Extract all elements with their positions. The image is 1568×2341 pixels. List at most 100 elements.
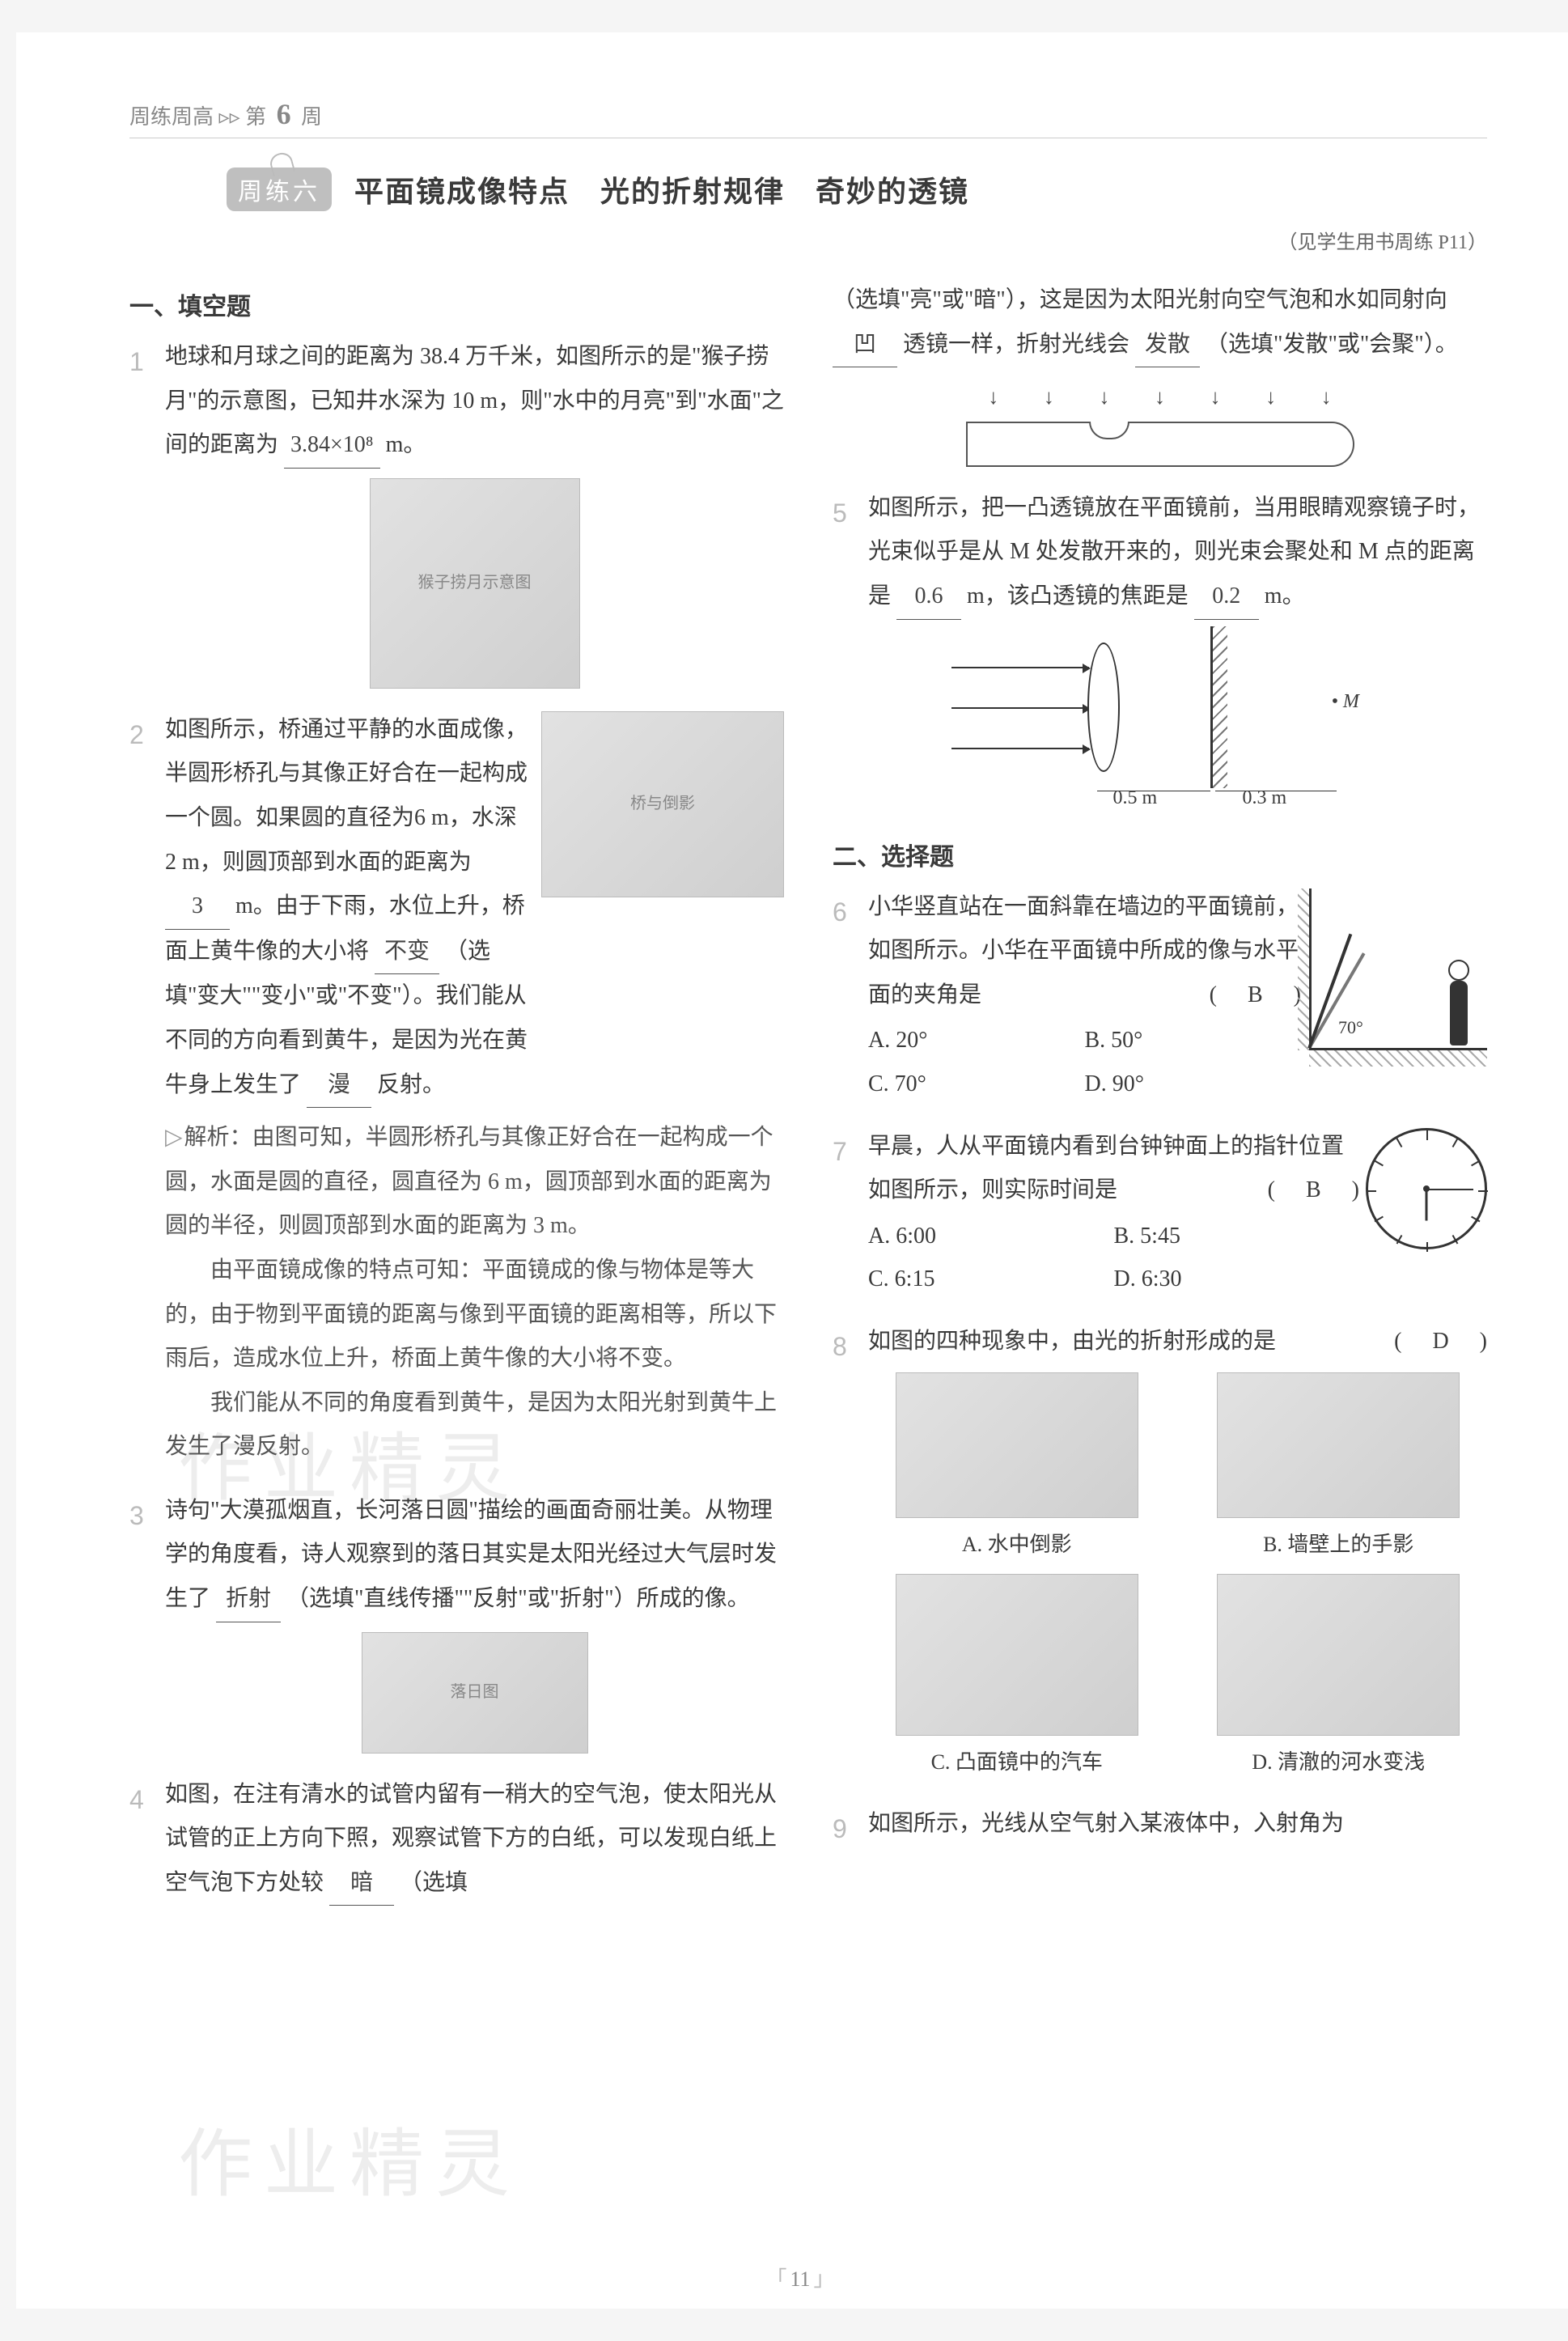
q8-item-b: B. 墙壁上的手影: [1190, 1372, 1488, 1566]
question-5: 5 如图所示，把一凸透镜放在平面镜前，当用眼睛观察镜子时，光束似乎是从 M 处发…: [833, 486, 1487, 788]
q1-figure: 猴子捞月示意图: [370, 478, 580, 689]
question-number: 1: [129, 337, 144, 387]
distance-2-label: 0.3 m: [1243, 779, 1287, 817]
air-bubble: [1089, 422, 1129, 439]
question-8: 8 如图的四种现象中，由光的折射形成的是 ( D ) A. 水中倒影 B. 墙壁…: [833, 1320, 1487, 1783]
q4-answer-2: 凹: [833, 323, 897, 368]
question-1: 1 地球和月球之间的距离为 38.4 万千米，如图所示的是"猴子捞月"的示意图，…: [129, 335, 784, 689]
q5-answer-2: 0.2: [1194, 575, 1259, 620]
unit-title: 平面镜成像特点 光的折射规律 奇妙的透镜: [354, 168, 969, 210]
q2-answer-1: 3: [165, 884, 230, 930]
prefix: 第: [245, 105, 266, 129]
q3-figure: 落日图: [362, 1632, 588, 1754]
week-number: 6: [272, 98, 296, 130]
q2-answer-2: 不变: [375, 930, 439, 975]
question-6: 6 70° 小华竖直站在一面斜靠在墙边的平面镜前，如图所示。小华在平面镜中所成的…: [833, 885, 1487, 1105]
q2-text-4: 反射。: [377, 1072, 445, 1097]
q3-text-2: （选填"直线传播""反射"或"折射"）所成的像。: [286, 1586, 750, 1611]
arrow-down-icon: ↓: [1099, 377, 1109, 418]
angle-label: 70°: [1338, 1011, 1363, 1045]
q1-text-1: 地球和月球之间的距离为 38.4 万千米，如图所示的是"猴子捞月"的示意图，已知…: [165, 344, 784, 457]
q5-text-3: m。: [1265, 583, 1305, 609]
q5-figure-lens: • M 0.5 m 0.3 m: [951, 626, 1405, 788]
unit-badge: 周练六: [227, 168, 332, 211]
caption-c: C. 凸面镜中的汽车: [868, 1742, 1166, 1783]
q4-text-2: （选填"亮"或"暗"），这是因为太阳光射向空气泡和水如同射向: [833, 287, 1447, 312]
question-2: 2 桥与倒影 如图所示，桥通过平静的水面成像，半圆形桥孔与其像正好合在一起构成一…: [129, 708, 784, 1469]
q2-answer-3: 漫: [307, 1063, 371, 1109]
floor-hatch: [1309, 1050, 1487, 1067]
arrows-row: ↓↓↓↓↓↓↓: [966, 377, 1354, 418]
arrow-down-icon: ↓: [1210, 377, 1221, 418]
question-4-cont: （选填"亮"或"暗"），这是因为太阳光射向空气泡和水如同射向 凹 透镜一样，折射…: [833, 278, 1487, 467]
watermark: 作业精灵: [178, 2104, 521, 2212]
q2-text-1: 如图所示，桥通过平静的水面成像，半圆形桥孔与其像正好合在一起构成一个圆。如果圆的…: [165, 717, 528, 875]
arrow-down-icon: ↓: [1265, 377, 1276, 418]
label-m: M: [1343, 691, 1359, 712]
q6-answer: B: [1240, 982, 1271, 1007]
q2-analysis: ▷解析：由图可知，半圆形桥孔与其像正好合在一起构成一个圆，水面是圆的直径，圆直径…: [165, 1116, 784, 1469]
suffix: 周: [301, 105, 322, 129]
person-icon: [1445, 960, 1473, 1049]
left-column: 一、填空题 1 地球和月球之间的距离为 38.4 万千米，如图所示的是"猴子捞月…: [129, 278, 784, 1925]
convex-lens-icon: [1087, 643, 1120, 772]
question-number: 2: [129, 710, 144, 760]
q8-stem: 如图的四种现象中，由光的折射形成的是: [868, 1329, 1276, 1354]
q7-answer: B: [1298, 1177, 1329, 1202]
q8-figure-b: [1217, 1372, 1460, 1518]
question-number: 6: [833, 887, 847, 937]
question-number: 9: [833, 1804, 847, 1854]
q8-item-d: D. 清澈的河水变浅: [1190, 1574, 1488, 1783]
q1-text-2: m。: [386, 432, 426, 457]
q6-figure: 70°: [1309, 888, 1487, 1067]
q2-figure: 桥与倒影: [541, 711, 784, 897]
analysis-body: 由图可知，半圆形桥孔与其像正好合在一起构成一个圆，水面是圆的直径，圆直径为 6 …: [165, 1125, 777, 1459]
q8-answer: D: [1424, 1329, 1456, 1354]
mirror-hatch: [1213, 626, 1227, 788]
question-number: 4: [129, 1775, 144, 1825]
test-tube: [966, 422, 1354, 467]
light-ray: [951, 707, 1089, 709]
option-c: C. 6:15: [868, 1257, 1114, 1300]
wall-hatch: [1298, 888, 1309, 1050]
option-d: D. 6:30: [1114, 1257, 1360, 1300]
series-name: 周练周高: [129, 105, 214, 129]
arrow-down-icon: ↓: [988, 377, 998, 418]
option-a: A. 20°: [868, 1019, 1085, 1062]
running-header: 周练周高 ▹▹ 第 6 周: [129, 97, 1487, 138]
q5-text-2: m，该凸透镜的焦距是: [967, 583, 1189, 609]
option-d: D. 90°: [1085, 1062, 1302, 1105]
question-number: 5: [833, 488, 847, 538]
arrow-down-icon: ↓: [1155, 377, 1165, 418]
q9-stem: 如图所示，光线从空气射入某液体中，入射角为: [868, 1811, 1344, 1836]
minute-hand: [1426, 1189, 1473, 1190]
q4-answer-1: 暗: [329, 1861, 394, 1906]
title-row: 周练六 平面镜成像特点 光的折射规律 奇妙的透镜: [227, 168, 1487, 211]
q8-figure-d: [1217, 1574, 1460, 1736]
caption-b: B. 墙壁上的手影: [1190, 1525, 1488, 1566]
option-c: C. 70°: [868, 1062, 1085, 1105]
point-m-label: • M: [1332, 683, 1359, 721]
q8-figure-a: [896, 1372, 1138, 1518]
q4-text-1: 如图，在注有清水的试管内留有一稍大的空气泡，使太阳光从试管的正上方向下照，观察试…: [165, 1782, 777, 1895]
question-number: 8: [833, 1321, 847, 1372]
q4-text-3: 透镜一样，折射光线会: [903, 332, 1129, 357]
question-number: 7: [833, 1126, 847, 1177]
q4-text-4: （选填"发散"或"会聚"）。: [1206, 332, 1458, 357]
option-b: B. 5:45: [1114, 1215, 1360, 1257]
question-9: 9 如图所示，光线从空气射入某液体中，入射角为: [833, 1802, 1487, 1847]
option-b: B. 50°: [1085, 1019, 1302, 1062]
q8-row-2: C. 凸面镜中的汽车 D. 清澈的河水变浅: [868, 1574, 1487, 1783]
q8-item-c: C. 凸面镜中的汽车: [868, 1574, 1166, 1783]
light-ray: [951, 748, 1089, 749]
page-number: 11: [16, 2263, 1568, 2292]
q3-answer: 折射: [216, 1577, 281, 1622]
arrow-down-icon: ↓: [1321, 377, 1332, 418]
hour-hand: [1426, 1190, 1428, 1220]
right-column: （选填"亮"或"暗"），这是因为太阳光射向空气泡和水如同射向 凹 透镜一样，折射…: [833, 278, 1487, 1925]
q6-options: A. 20° B. 50° C. 70° D. 90°: [868, 1019, 1301, 1105]
q4-figure-tube: ↓↓↓↓↓↓↓: [966, 377, 1354, 467]
book-reference: （见学生用书周练 P11）: [129, 226, 1487, 254]
light-ray: [951, 667, 1089, 668]
section-fill-heading: 一、填空题: [129, 286, 784, 322]
